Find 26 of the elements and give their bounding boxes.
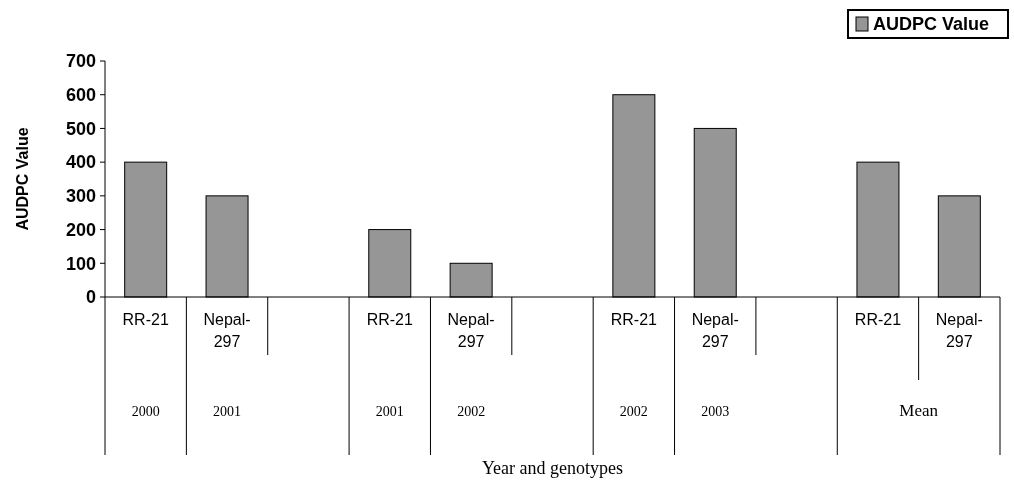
- text: 2001: [213, 404, 242, 419]
- x-tick-label: Nepal-297: [203, 311, 251, 350]
- y-tick-label: 600: [65, 85, 96, 106]
- text: 2002: [619, 404, 648, 419]
- x-tick-label: RR-21: [366, 311, 413, 328]
- y-tick-label: 200: [65, 219, 96, 240]
- y-axis-title: AUDPC Value: [14, 127, 31, 231]
- x-tick-label: RR-21: [854, 311, 902, 328]
- text: 2003: [701, 404, 730, 419]
- x-tick-label: RR-21: [122, 311, 169, 328]
- legend-label: AUDPC Value: [873, 14, 990, 35]
- y-tick-label: 500: [65, 118, 96, 139]
- text: 2001: [375, 404, 404, 419]
- x-tick-label: Nepal-297: [691, 311, 739, 350]
- x-tick-label: RR-21: [610, 311, 658, 328]
- text: Year and genotypes: [481, 458, 624, 478]
- y-tick-label: 700: [65, 51, 96, 72]
- text: Mean: [899, 401, 939, 420]
- y-tick-label: 100: [65, 253, 96, 274]
- x-tick-label: Nepal-297: [935, 311, 983, 350]
- y-tick-label: 400: [65, 152, 96, 173]
- y-tick-label: 0: [85, 287, 96, 308]
- y-tick-label: 300: [65, 186, 96, 207]
- text: 2002: [457, 404, 486, 419]
- text: 2000: [131, 404, 160, 419]
- x-tick-label: Nepal-297: [447, 311, 495, 350]
